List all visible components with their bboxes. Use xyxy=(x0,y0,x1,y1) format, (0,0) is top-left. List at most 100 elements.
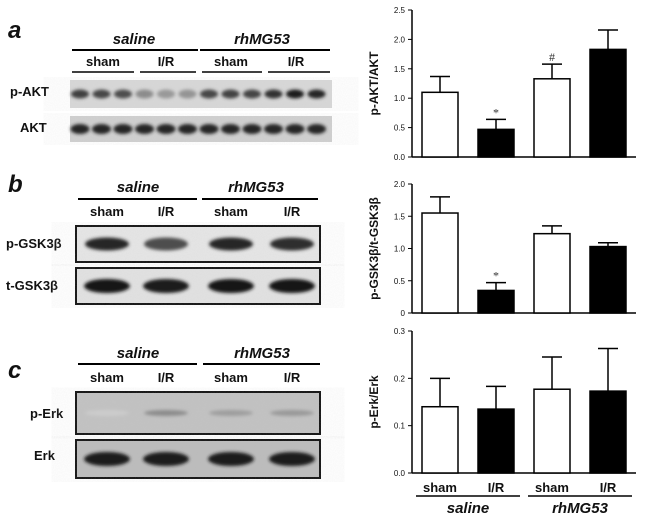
blot-band xyxy=(269,279,315,293)
y-tick-label: 0 xyxy=(401,309,406,318)
cond-label-ir: I/R xyxy=(284,204,301,219)
blot-band xyxy=(70,124,90,134)
blot-band xyxy=(157,89,175,99)
cond-label-sham: sham xyxy=(90,370,124,385)
x-tick-label: I/R xyxy=(600,480,617,495)
blot-band xyxy=(143,452,189,466)
blot-band xyxy=(84,279,130,293)
x-group-label: saline xyxy=(447,500,490,517)
cond-label-ir: I/R xyxy=(158,204,175,219)
blot-band xyxy=(243,89,261,99)
blot-band xyxy=(242,124,262,134)
bar xyxy=(477,128,515,158)
y-tick-label: 0.3 xyxy=(394,327,406,336)
cond-label-ir: I/R xyxy=(288,54,305,69)
blot-band xyxy=(84,452,130,466)
blot-band xyxy=(286,89,304,99)
blot-band xyxy=(209,237,253,251)
y-tick-label: 2.0 xyxy=(394,35,406,44)
chart-p-akt-ratio: 0.0 0.5 1.0 1.5 2.0 2.5 p-AKT/AKT * # xyxy=(367,6,636,162)
blot-band xyxy=(92,89,111,99)
x-tick-label: I/R xyxy=(488,480,505,495)
blot-band xyxy=(208,279,254,293)
row-label-t-gsk3b: t-GSK3β xyxy=(6,278,58,293)
cond-label-ir: I/R xyxy=(158,54,175,69)
panel-b-blot: b saline rhMG53 sham I/R sham I/R p-GSK3… xyxy=(6,171,321,305)
chart-p-gsk3b-ratio: 0 0.5 1.0 1.5 2.0 p-GSK3β/t-GSK3β * xyxy=(367,180,636,318)
row-label-p-akt: p-AKT xyxy=(10,84,49,99)
y-tick-label: 0.1 xyxy=(394,422,406,431)
cond-label-ir: I/R xyxy=(158,370,175,385)
blot-band xyxy=(269,452,315,466)
blot-band xyxy=(135,89,154,99)
blot-band xyxy=(285,124,305,134)
y-tick-label: 1.5 xyxy=(394,65,406,74)
bar xyxy=(477,408,515,474)
blot-band xyxy=(270,237,314,251)
blot-band xyxy=(208,452,254,466)
bar xyxy=(533,232,571,314)
panel-a-blot: a saline rhMG53 sham I/R sham I/R p-AKT … xyxy=(8,17,332,142)
bar xyxy=(533,78,571,158)
panel-letter-a: a xyxy=(8,17,21,44)
blot-band xyxy=(143,279,189,293)
group-label-rhmg53: rhMG53 xyxy=(228,179,285,196)
blot-band xyxy=(221,124,240,134)
row-label-p-erk: p-Erk xyxy=(30,406,64,421)
blot-band xyxy=(199,124,219,134)
bar xyxy=(421,405,459,474)
bar xyxy=(589,48,627,158)
bar xyxy=(589,390,627,474)
significance-marker: * xyxy=(493,269,499,283)
blot-band xyxy=(71,89,89,99)
x-tick-label: sham xyxy=(535,480,569,495)
cond-label-sham: sham xyxy=(214,204,248,219)
chart-p-erk-ratio: 0.0 0.1 0.2 0.3 p-Erk/Erk sham I/R sham I/R salin… xyxy=(367,327,636,517)
blot-strip-akt xyxy=(70,116,332,142)
group-label-saline: saline xyxy=(117,345,160,362)
y-tick-label: 0.5 xyxy=(394,277,406,286)
blot-band xyxy=(264,124,283,134)
bar xyxy=(533,388,571,474)
blot-band xyxy=(221,89,240,99)
y-tick-label: 1.5 xyxy=(394,212,406,221)
blot-band xyxy=(85,410,129,416)
y-axis-label: p-Erk/Erk xyxy=(367,375,381,429)
significance-marker: # xyxy=(549,50,555,64)
y-tick-label: 1.0 xyxy=(394,245,406,254)
blot-band xyxy=(307,124,326,134)
blot-strip-t-gsk3b xyxy=(75,267,321,305)
bar xyxy=(477,289,515,314)
blot-band xyxy=(144,410,188,416)
panel-letter-b: b xyxy=(8,171,23,198)
blot-strip-p-gsk3b xyxy=(75,225,321,263)
bar xyxy=(421,212,459,314)
blot-band xyxy=(113,124,133,134)
y-tick-label: 1.0 xyxy=(394,94,406,103)
row-label-akt: AKT xyxy=(20,120,47,135)
y-tick-label: 2.5 xyxy=(394,6,406,15)
blot-band xyxy=(178,89,197,99)
bar xyxy=(421,91,459,158)
x-tick-label: sham xyxy=(423,480,457,495)
blot-band xyxy=(270,410,314,416)
blot-strip-erk xyxy=(75,439,321,479)
y-tick-label: 2.0 xyxy=(394,180,406,189)
blot-band xyxy=(200,89,218,99)
panel-letter-c: c xyxy=(8,357,21,384)
blot-band xyxy=(209,410,253,416)
blot-band xyxy=(114,89,132,99)
y-tick-label: 0.2 xyxy=(394,374,406,383)
cond-label-sham: sham xyxy=(90,204,124,219)
y-tick-label: 0.0 xyxy=(394,469,406,478)
y-tick-label: 0.5 xyxy=(394,124,406,133)
row-label-p-gsk3b: p-GSK3β xyxy=(6,236,62,251)
blot-band xyxy=(144,237,188,251)
y-tick-label: 0.0 xyxy=(394,153,406,162)
x-group-label: rhMG53 xyxy=(552,500,609,517)
significance-marker: * xyxy=(493,105,499,119)
cond-label-sham: sham xyxy=(214,370,248,385)
blot-strip-p-erk xyxy=(75,391,321,435)
